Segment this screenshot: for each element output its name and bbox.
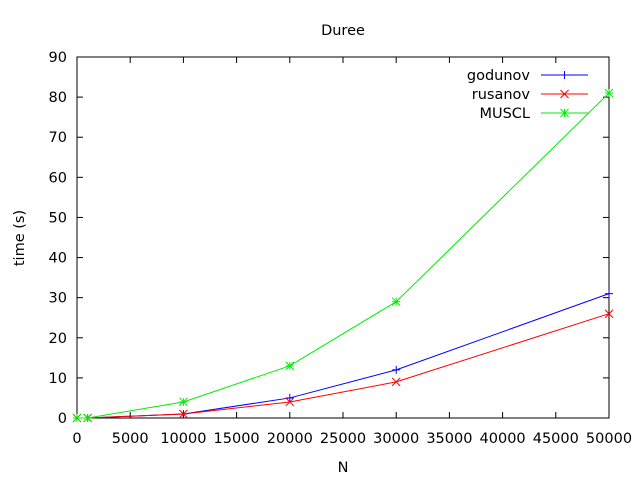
- x-tick-label: 35000: [426, 431, 472, 447]
- data-point-muscl: [604, 88, 614, 98]
- data-point-rusanov: [604, 309, 614, 319]
- x-tick-label: 40000: [480, 431, 526, 447]
- marker-stroke: [285, 397, 295, 407]
- marker-stroke: [604, 309, 614, 319]
- legend-marker-rusanov: [560, 89, 569, 99]
- data-point-muscl: [391, 297, 401, 307]
- legend-label-godunov: godunov: [467, 68, 531, 84]
- series-line-godunov: [77, 293, 610, 419]
- marker-stroke: [560, 89, 569, 99]
- marker-stroke: [560, 108, 569, 118]
- data-point-muscl: [179, 397, 188, 407]
- y-axis-label: time (s): [12, 210, 28, 266]
- x-tick-label: 20000: [267, 431, 313, 447]
- marker-stroke: [72, 413, 82, 423]
- marker-stroke: [179, 409, 188, 419]
- x-tick-label: 30000: [373, 431, 419, 447]
- plot-area: 0 5000 10000 15000 20000 25000 30000 35000 40000…: [49, 50, 633, 447]
- x-tick-label: 15000: [214, 431, 260, 447]
- y-tick-label: 10: [49, 371, 67, 387]
- data-point-rusanov: [179, 409, 188, 419]
- y-tick-label: 50: [49, 210, 67, 226]
- y-tick-label: 60: [49, 170, 67, 186]
- data-point-rusanov: [285, 397, 295, 407]
- data-point-godunov: [392, 365, 401, 374]
- marker-stroke: [391, 297, 401, 307]
- data-point-godunov: [285, 393, 294, 402]
- x-axis-label: N: [338, 460, 349, 476]
- legend: godunov rusanov MUSCL: [467, 68, 588, 122]
- legend-label-muscl: MUSCL: [479, 106, 530, 122]
- x-tick-label: 45000: [533, 431, 579, 447]
- x-tick-label: 50000: [586, 431, 632, 447]
- y-tick-label: 20: [49, 331, 67, 347]
- y-tick-label: 40: [49, 251, 67, 267]
- y-tick-label: 70: [49, 130, 67, 146]
- marker-stroke: [604, 88, 614, 98]
- marker-stroke: [83, 413, 92, 423]
- data-point-rusanov: [391, 377, 401, 387]
- x-tick-label: 0: [72, 431, 81, 447]
- marker-stroke: [285, 361, 295, 371]
- series-line-muscl: [77, 92, 610, 419]
- y-tick-label: 80: [49, 90, 67, 106]
- series-line-rusanov: [77, 313, 610, 419]
- y-tick-label: 0: [58, 411, 67, 427]
- data-point-godunov: [605, 289, 613, 298]
- x-tick-label: 5000: [112, 431, 149, 447]
- marker-stroke: [179, 397, 188, 407]
- chart-title: Duree: [321, 23, 365, 39]
- legend-label-rusanov: rusanov: [472, 87, 531, 103]
- y-tick-label: 30: [49, 291, 67, 307]
- marker-stroke: [391, 377, 401, 387]
- legend-marker-godunov: [560, 71, 569, 79]
- x-tick-label: 10000: [160, 431, 206, 447]
- data-point-muscl: [285, 361, 295, 371]
- data-point-muscl: [72, 413, 82, 423]
- data-point-muscl: [83, 413, 92, 423]
- x-tick-label: 25000: [320, 431, 366, 447]
- y-tick-label: 90: [49, 50, 67, 66]
- legend-marker-muscl: [560, 108, 569, 118]
